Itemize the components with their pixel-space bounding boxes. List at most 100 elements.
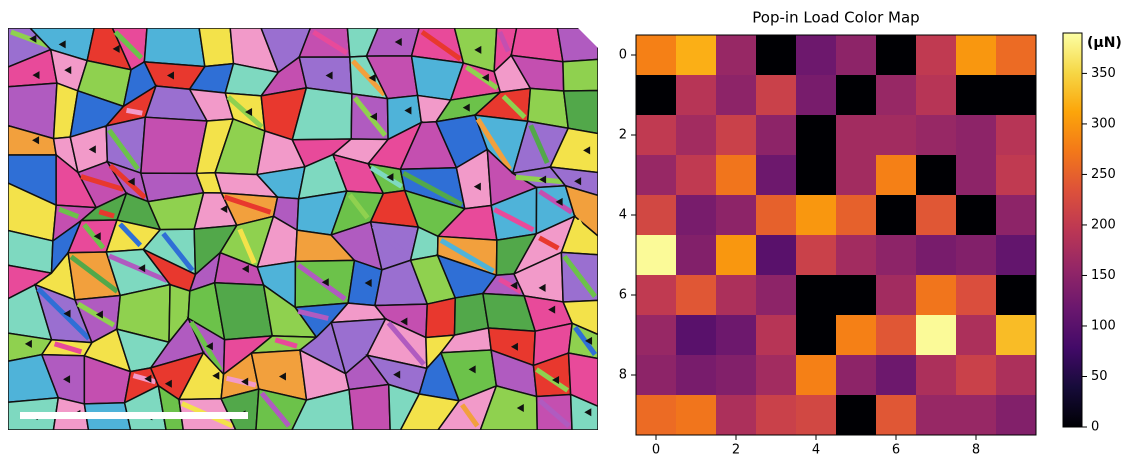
heat-cell bbox=[796, 155, 836, 195]
y-tick-label: 2 bbox=[619, 128, 627, 143]
ebsd-micrograph bbox=[8, 28, 598, 430]
heat-cell bbox=[996, 355, 1036, 395]
heat-cell bbox=[876, 115, 916, 155]
heat-cell bbox=[956, 395, 996, 435]
heat-cell bbox=[876, 35, 916, 75]
colorbar-tick-label: 200 bbox=[1091, 217, 1116, 232]
twin-band bbox=[126, 110, 142, 113]
heat-cell bbox=[636, 195, 676, 235]
heat-cell bbox=[796, 35, 836, 75]
heat-cell bbox=[916, 355, 956, 395]
heat-cell bbox=[676, 355, 716, 395]
heat-cell bbox=[876, 75, 916, 115]
figure: Pop-in Load Color Map (μN) 0246802468050… bbox=[0, 0, 1131, 457]
heat-cell bbox=[836, 195, 876, 235]
heat-cell bbox=[996, 315, 1036, 355]
heat-cell bbox=[916, 235, 956, 275]
heat-cell bbox=[876, 395, 916, 435]
heat-cell bbox=[836, 75, 876, 115]
heat-cell bbox=[876, 355, 916, 395]
colorbar-tick-label: 300 bbox=[1091, 116, 1116, 131]
heat-cell bbox=[876, 315, 916, 355]
heat-cell bbox=[676, 115, 716, 155]
heat-cell bbox=[916, 195, 956, 235]
heat-cell bbox=[756, 235, 796, 275]
heat-cell bbox=[796, 75, 836, 115]
y-tick-label: 4 bbox=[619, 208, 627, 223]
heat-cell bbox=[636, 275, 676, 315]
heat-cell bbox=[756, 275, 796, 315]
heat-cell bbox=[756, 315, 796, 355]
grain bbox=[563, 59, 598, 91]
heat-cell bbox=[956, 115, 996, 155]
heat-cell bbox=[676, 395, 716, 435]
colorbar-tick-label: 250 bbox=[1091, 167, 1116, 182]
heat-cell bbox=[716, 275, 756, 315]
heat-cell bbox=[676, 315, 716, 355]
heat-cell bbox=[676, 75, 716, 115]
heat-cell bbox=[636, 115, 676, 155]
y-tick-label: 6 bbox=[619, 288, 627, 303]
heat-cell bbox=[916, 275, 956, 315]
heat-cell bbox=[796, 235, 836, 275]
x-tick-label: 2 bbox=[732, 443, 740, 458]
colorbar-tick-label: 50 bbox=[1091, 369, 1108, 384]
heat-cell bbox=[796, 355, 836, 395]
heat-cell bbox=[676, 155, 716, 195]
heat-cell bbox=[796, 275, 836, 315]
heat-cell bbox=[996, 195, 1036, 235]
x-tick-label: 6 bbox=[892, 443, 900, 458]
heat-cell bbox=[716, 355, 756, 395]
grain bbox=[564, 90, 598, 133]
heat-cell bbox=[676, 275, 716, 315]
heat-cell bbox=[996, 275, 1036, 315]
heat-cell bbox=[836, 355, 876, 395]
heat-cell bbox=[956, 235, 996, 275]
twin-band bbox=[210, 125, 212, 169]
heat-cell bbox=[876, 275, 916, 315]
heat-cell bbox=[756, 355, 796, 395]
heat-cell bbox=[716, 155, 756, 195]
heat-cell bbox=[996, 235, 1036, 275]
heat-cell bbox=[916, 35, 956, 75]
heat-cell bbox=[956, 75, 996, 115]
heat-cell bbox=[916, 75, 956, 115]
grain bbox=[349, 385, 390, 430]
heat-cell bbox=[676, 235, 716, 275]
heat-cell bbox=[716, 115, 756, 155]
heat-cell bbox=[996, 35, 1036, 75]
heat-cell bbox=[716, 195, 756, 235]
y-tick-label: 8 bbox=[619, 368, 627, 383]
heat-cell bbox=[836, 275, 876, 315]
heat-cell bbox=[636, 35, 676, 75]
colorbar-tick-label: 350 bbox=[1091, 66, 1116, 81]
heat-cell bbox=[756, 75, 796, 115]
heat-cell bbox=[636, 155, 676, 195]
heat-cell bbox=[716, 395, 756, 435]
heat-cell bbox=[796, 115, 836, 155]
heat-cell bbox=[716, 75, 756, 115]
heat-cell bbox=[676, 195, 716, 235]
heat-cell bbox=[756, 395, 796, 435]
heat-cell bbox=[836, 155, 876, 195]
heat-cell bbox=[836, 395, 876, 435]
heat-cell bbox=[836, 115, 876, 155]
heat-cell bbox=[996, 75, 1036, 115]
heat-cell bbox=[996, 115, 1036, 155]
heat-cell bbox=[996, 395, 1036, 435]
heat-cell bbox=[636, 315, 676, 355]
heat-cell bbox=[876, 195, 916, 235]
heat-cell bbox=[636, 235, 676, 275]
colorbar-tick-label: 0 bbox=[1091, 420, 1099, 435]
colorbar-tick-label: 100 bbox=[1091, 318, 1116, 333]
heat-cell bbox=[836, 315, 876, 355]
grain bbox=[141, 117, 207, 173]
heat-cell bbox=[956, 355, 996, 395]
heat-cell bbox=[796, 315, 836, 355]
heat-cell bbox=[956, 195, 996, 235]
page: Pop-in Load Color Map (μN) 0246802468050… bbox=[0, 0, 1131, 461]
grain bbox=[144, 28, 204, 67]
grain bbox=[426, 298, 455, 338]
heat-cell bbox=[836, 35, 876, 75]
heat-cell bbox=[916, 155, 956, 195]
